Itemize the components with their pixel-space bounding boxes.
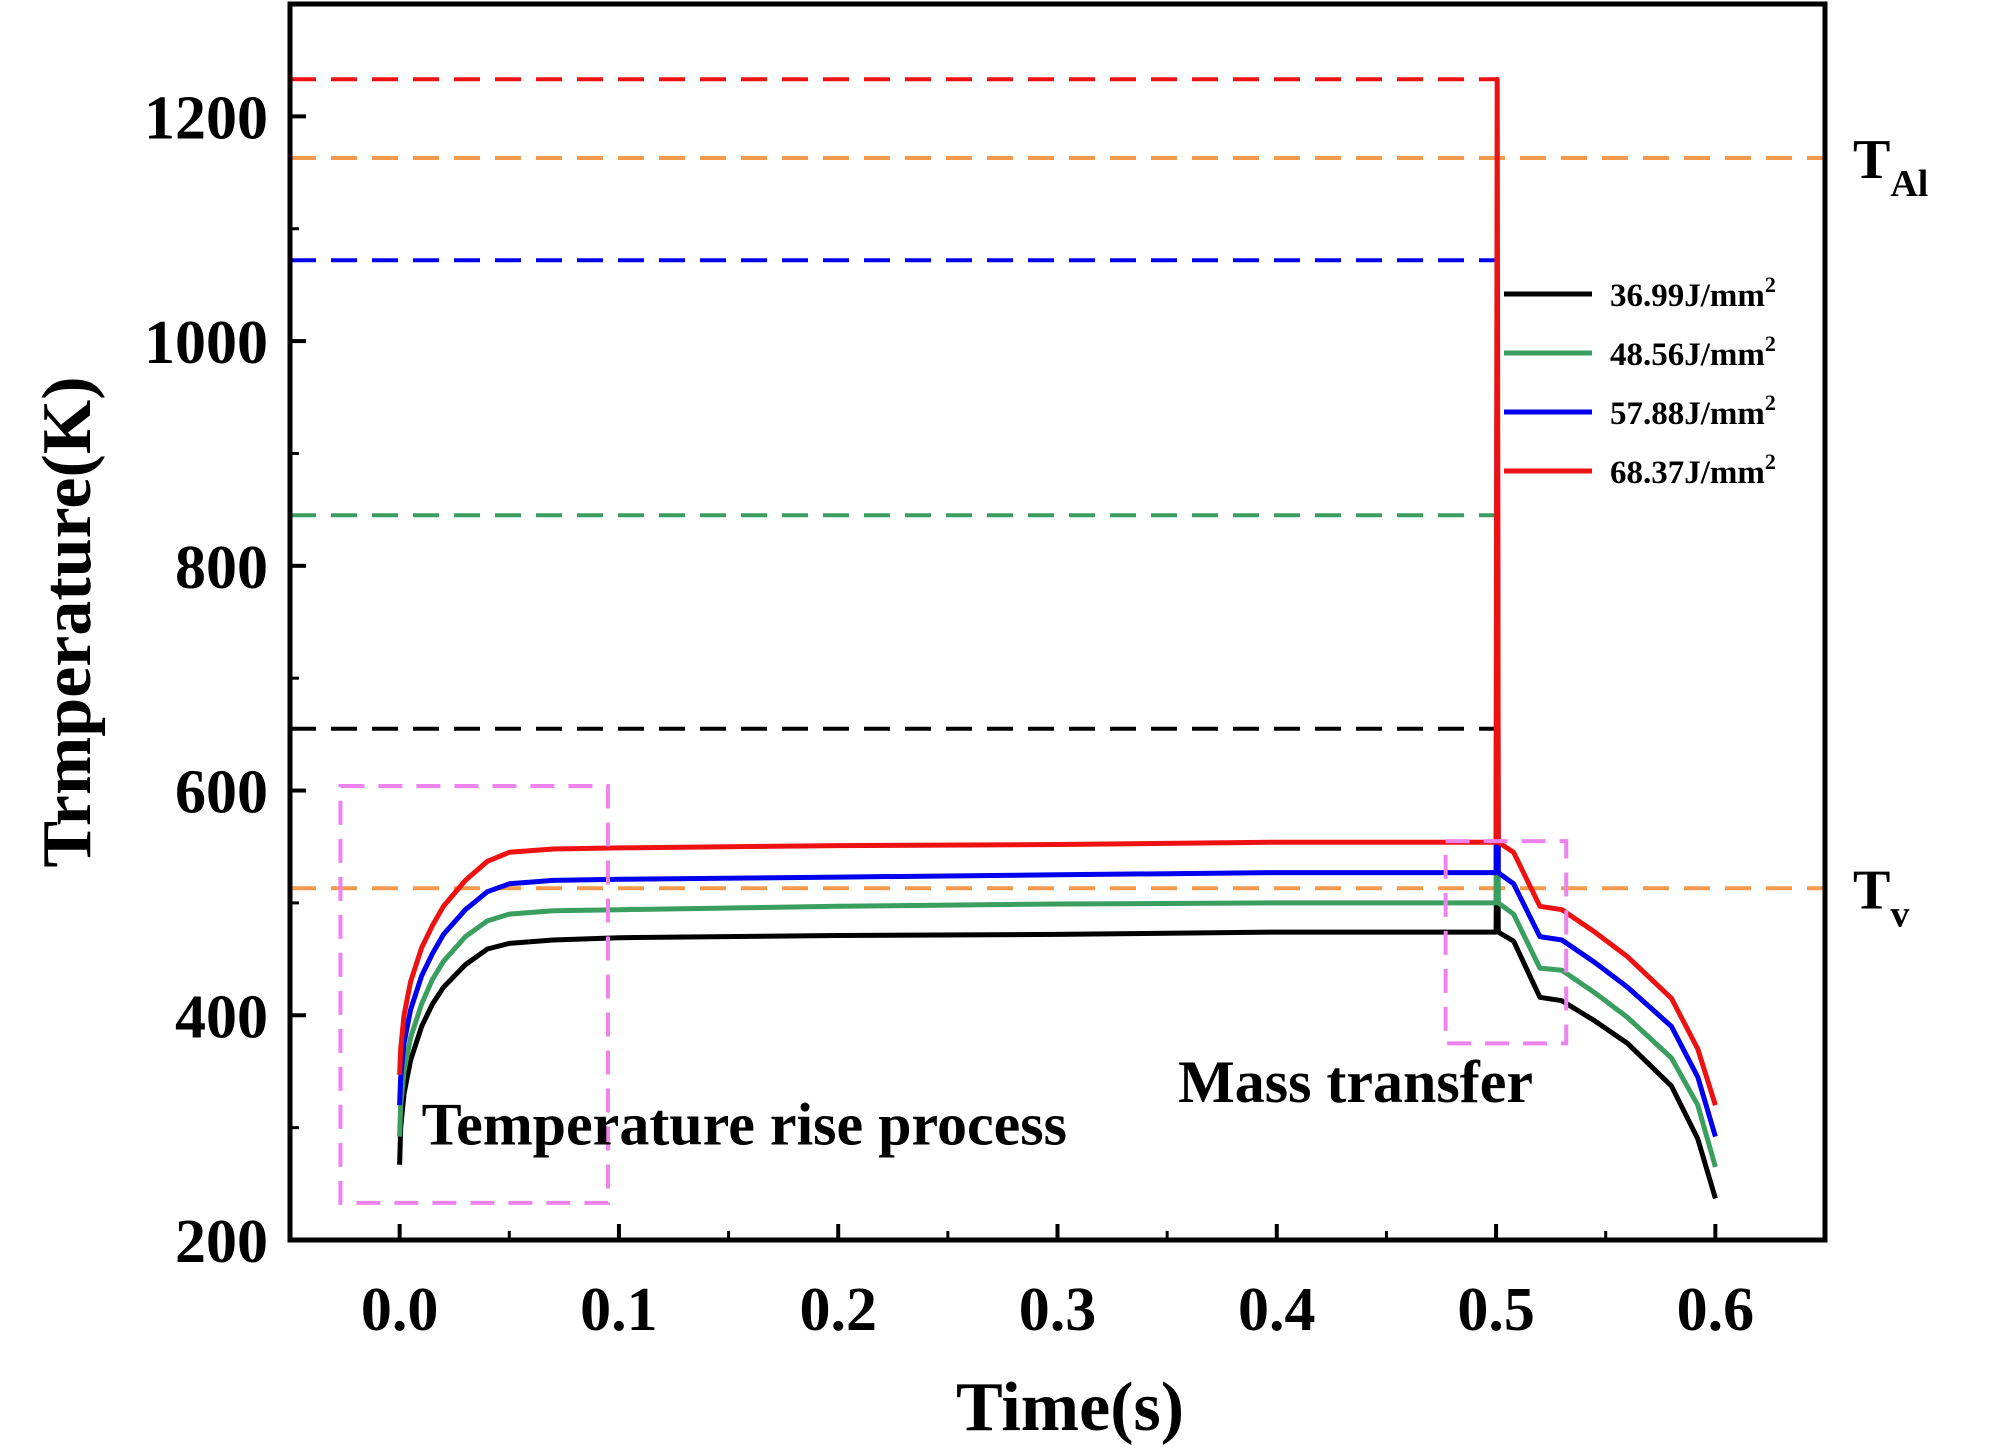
highlight-boxes-layer [338, 784, 1569, 1205]
x-tick-label-6: 0.6 [1677, 1276, 1755, 1344]
annotations-layer: Temperature rise process Mass transfer [422, 1049, 1533, 1158]
legend-label-name: 36.99J/mm [1610, 278, 1765, 314]
legend-label-0: 36.99J/mm2 [1610, 272, 1776, 314]
annotation-1: Mass transfer [1178, 1049, 1533, 1115]
reference-label-sub: Al [1890, 163, 1928, 205]
y-tick-label-0: 200 [175, 1208, 268, 1276]
x-tick-label-3: 0.3 [1019, 1276, 1097, 1344]
series-line-2 [397, 257, 1718, 1138]
legend-label-superscript: 2 [1765, 449, 1776, 474]
legend-label-name: 57.88J/mm [1610, 396, 1765, 432]
highlight-box-1 [1443, 839, 1569, 1046]
x-tick-label-4: 0.4 [1238, 1276, 1316, 1344]
legend-label-3: 68.37J/mm2 [1610, 449, 1776, 491]
x-tick-label-2: 0.2 [799, 1276, 877, 1344]
plot-frame [287, 1, 1828, 1243]
series-line-0 [397, 726, 1718, 1200]
series-line-3 [397, 76, 1718, 1106]
x-tick-label-1: 0.1 [580, 1276, 658, 1344]
annotation-0: Temperature rise process [422, 1091, 1067, 1157]
x-tick-label-0: 0.0 [361, 1276, 439, 1344]
reference-label-0: TAl [1853, 129, 1928, 205]
reference-label-main: T [1853, 859, 1890, 921]
reference-label-main: T [1853, 129, 1890, 191]
legend-label-2: 57.88J/mm2 [1610, 390, 1776, 432]
tick-labels-layer: 0.0 0.1 0.2 0.3 0.4 0.5 0.6 200 400 600 800 1000 120… [144, 84, 1754, 1344]
legend-label-superscript: 2 [1765, 390, 1776, 415]
y-tick-label-1: 400 [175, 983, 268, 1051]
legend-label-superscript: 2 [1765, 272, 1776, 297]
y-tick-label-3: 800 [175, 534, 268, 602]
y-tick-label-5: 1200 [144, 84, 268, 152]
legend-label-name: 48.56J/mm [1610, 337, 1765, 373]
y-axis-title: Trmperature(K) [29, 376, 106, 867]
y-tick-label-4: 1000 [144, 309, 268, 377]
reference-label-1: Tv [1853, 859, 1909, 935]
ticks-layer [290, 114, 1718, 1242]
y-tick-label-2: 600 [175, 759, 268, 827]
guide-lines-layer [290, 77, 1825, 891]
series-line-1 [397, 512, 1718, 1168]
x-tick-label-5: 0.5 [1457, 1276, 1535, 1344]
highlight-box-0 [338, 784, 610, 1205]
series-layer [397, 76, 1718, 1200]
legend-label-1: 48.56J/mm2 [1610, 331, 1776, 373]
legend-label-name: 68.37J/mm [1610, 455, 1765, 491]
legend-label-superscript: 2 [1765, 331, 1776, 356]
x-axis-title: Time(s) [956, 1369, 1184, 1446]
reference-label-sub: v [1890, 893, 1909, 935]
